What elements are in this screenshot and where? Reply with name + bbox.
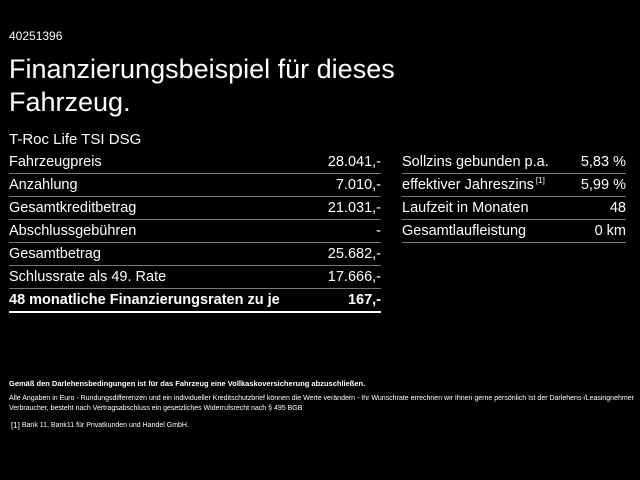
table-row: Sollzins gebunden p.a. 5,83 % <box>402 151 626 174</box>
row-label: Sollzins gebunden p.a. <box>402 154 549 170</box>
monthly-rate-row: 48 monatliche Finanzierungsraten zu je 1… <box>9 289 381 313</box>
table-row: Schlussrate als 49. Rate 17.666,- <box>9 266 381 289</box>
row-label: Gesamtbetrag <box>9 246 101 262</box>
disclaimer-note: Alle Angaben in Euro - Rundungsdifferenz… <box>9 395 634 412</box>
table-row: Abschlussgebühren - <box>9 220 381 243</box>
footnote-reference: [1] <box>535 176 545 185</box>
footnote-marker: [1] <box>11 421 20 430</box>
row-value: 17.666,- <box>327 269 381 285</box>
table-row: Laufzeit in Monaten 48 <box>402 197 626 220</box>
row-label: Fahrzeugpreis <box>9 154 102 170</box>
row-value: 21.031,- <box>327 200 381 216</box>
insurance-note: Gemäß den Darlehensbedingungen ist für d… <box>9 379 366 388</box>
row-label: Abschlussgebühren <box>9 223 137 239</box>
legal-notes: Gemäß den Darlehensbedingungen ist für d… <box>9 379 634 431</box>
row-value: 5,99 % <box>580 177 626 193</box>
row-label: Gesamtkreditbetrag <box>9 200 137 216</box>
model-name: T-Roc Life TSI DSG <box>9 131 142 148</box>
page-title: Finanzierungsbeispiel für dieses Fahrzeu… <box>9 54 395 117</box>
row-value: 48 <box>609 200 626 216</box>
row-value: 28.041,- <box>327 154 381 170</box>
table-row: Gesamtkreditbetrag 21.031,- <box>9 197 381 220</box>
interest-table: Sollzins gebunden p.a. 5,83 % effektiver… <box>402 151 626 243</box>
row-label: Schlussrate als 49. Rate <box>9 269 167 285</box>
table-row: Gesamtlaufleistung 0 km <box>402 220 626 243</box>
row-label: Gesamtlaufleistung <box>402 223 527 239</box>
row-value: - <box>376 223 381 239</box>
reference-id: 40251396 <box>9 29 63 43</box>
table-row: Anzahlung 7.010,- <box>9 174 381 197</box>
financing-table: Fahrzeugpreis 28.041,- Anzahlung 7.010,-… <box>9 151 381 313</box>
footnote: [1] Bank 11, Bank11 für Privatkunden und… <box>9 421 634 431</box>
row-value: 25.682,- <box>327 246 381 262</box>
row-value: 7.010,- <box>335 177 381 193</box>
table-row: Fahrzeugpreis 28.041,- <box>9 151 381 174</box>
row-label: 48 monatliche Finanzierungsraten zu je <box>9 292 280 308</box>
table-row: Gesamtbetrag 25.682,- <box>9 243 381 266</box>
row-label: Anzahlung <box>9 177 78 193</box>
row-label: effektiver Jahreszins <box>402 177 534 193</box>
row-value: 5,83 % <box>580 154 626 170</box>
footnote-text: Bank 11, Bank11 für Privatkunden und Han… <box>21 422 189 429</box>
row-value: 0 km <box>594 223 626 239</box>
table-row: effektiver Jahreszins [1] 5,99 % <box>402 174 626 197</box>
row-value: 167,- <box>347 292 381 308</box>
row-label: Laufzeit in Monaten <box>402 200 529 216</box>
